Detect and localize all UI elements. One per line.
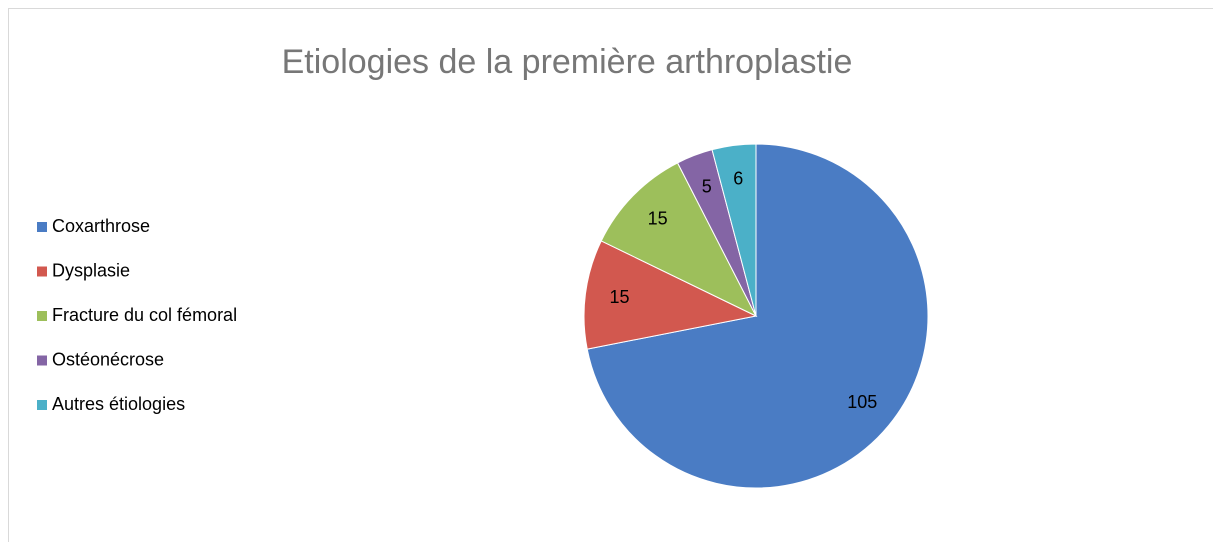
data-label: 15 (610, 287, 630, 307)
pie-slice (583, 240, 758, 350)
chart-title: Etiologies de la première arthroplastie (282, 43, 853, 81)
legend-swatch (37, 311, 47, 321)
legend-label: Coxarthrose (52, 216, 150, 236)
pie-slice (586, 143, 929, 489)
legend-label: Autres étiologies (52, 394, 185, 414)
legend-label: Fracture du col fémoral (52, 305, 237, 325)
legend-swatch (37, 266, 47, 277)
data-label: 5 (702, 176, 712, 196)
data-label: 6 (733, 168, 743, 188)
legend-swatch (37, 355, 47, 366)
pie-slice (711, 143, 757, 317)
data-label: 15 (648, 209, 668, 229)
legend-label: Dysplasie (52, 260, 130, 280)
legend-swatch (37, 222, 47, 232)
legend-swatch (37, 400, 47, 410)
legend-label: Ostéonécrose (52, 349, 164, 369)
pie-slice (600, 162, 758, 318)
data-label: 105 (847, 392, 877, 412)
